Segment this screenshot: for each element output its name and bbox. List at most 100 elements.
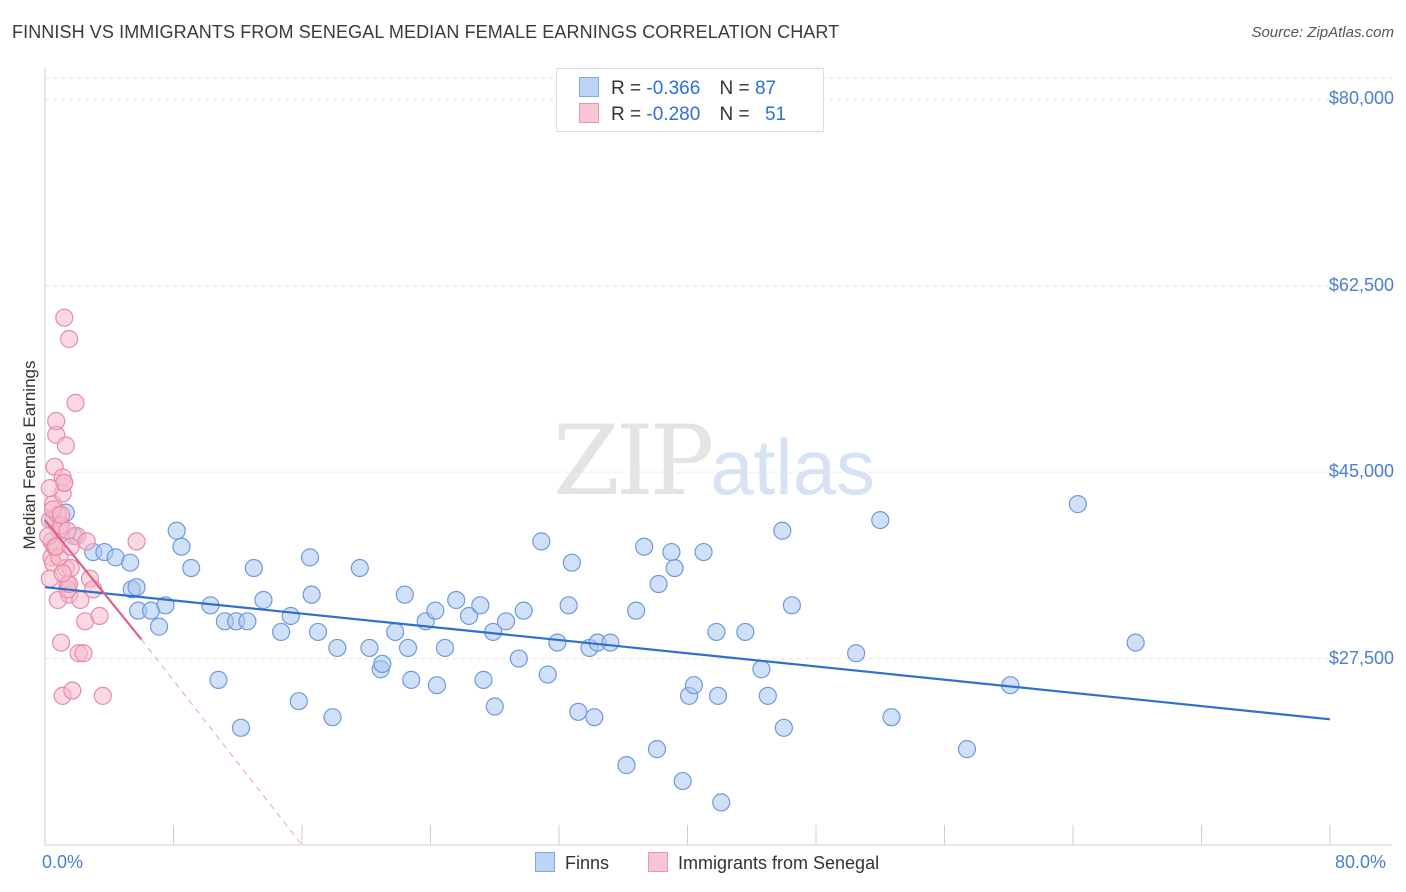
finns-point bbox=[172, 537, 191, 556]
finns-point bbox=[426, 601, 445, 620]
chart-title: FINNISH VS IMMIGRANTS FROM SENEGAL MEDIA… bbox=[12, 22, 840, 42]
bottom-finns-swatch bbox=[535, 852, 555, 872]
finns-point bbox=[758, 686, 777, 705]
finns-points bbox=[43, 495, 1145, 812]
finns-point bbox=[496, 612, 516, 631]
senegal-point bbox=[90, 606, 109, 626]
finns-point bbox=[957, 740, 977, 759]
senegal-trend-line bbox=[44, 519, 143, 641]
senegal-point bbox=[84, 580, 103, 599]
senegal-point bbox=[93, 686, 112, 705]
finns-point bbox=[548, 633, 567, 652]
finns-point bbox=[773, 521, 792, 540]
finns-point bbox=[167, 521, 186, 540]
senegal-n-label: N = bbox=[719, 104, 750, 125]
bottom-legend-senegal: Immigrants from Senegal bbox=[648, 852, 879, 874]
senegal-point bbox=[51, 505, 71, 524]
legend-row-senegal: R = -0.280 N = 51 bbox=[579, 103, 786, 127]
senegal-point bbox=[61, 537, 80, 556]
finns-point bbox=[736, 622, 755, 642]
senegal-n-value: 51 bbox=[764, 104, 787, 125]
finns-point bbox=[774, 718, 793, 737]
senegal-point bbox=[53, 564, 72, 583]
senegal-point bbox=[77, 532, 96, 551]
senegal-point bbox=[55, 308, 74, 327]
finns-point bbox=[1126, 633, 1145, 652]
finns-point bbox=[635, 537, 654, 556]
finns-point bbox=[712, 793, 731, 812]
finns-trend-line bbox=[44, 586, 1331, 721]
senegal-point bbox=[59, 329, 79, 349]
finns-point bbox=[386, 622, 405, 642]
bottom-senegal-label: Immigrants from Senegal bbox=[678, 853, 880, 873]
senegal-point bbox=[47, 411, 66, 431]
finns-point bbox=[254, 590, 273, 610]
stats-legend: R = -0.366 N = 87 R = -0.280 N = 51 bbox=[556, 68, 824, 132]
y-tick-label: $62,500 bbox=[1328, 274, 1394, 295]
finns-n-label: N = bbox=[719, 78, 750, 99]
finns-point bbox=[752, 660, 771, 679]
senegal-point bbox=[63, 681, 82, 700]
finns-point bbox=[121, 553, 140, 572]
y-tick-label: $27,500 bbox=[1328, 647, 1394, 668]
finns-point bbox=[708, 686, 728, 705]
finns-point bbox=[662, 542, 681, 562]
finns-point bbox=[882, 708, 901, 727]
finns-point bbox=[427, 676, 447, 695]
finns-point bbox=[149, 617, 169, 636]
watermark: ZIPatlas bbox=[553, 405, 875, 517]
y-axis-label: Median Female Earnings bbox=[20, 360, 39, 550]
finns-point bbox=[871, 510, 890, 530]
finns-point bbox=[300, 548, 320, 567]
finns-point bbox=[350, 558, 369, 578]
senegal-swatch bbox=[579, 103, 599, 123]
finns-point bbox=[281, 606, 300, 626]
senegal-point bbox=[40, 479, 59, 498]
senegal-point bbox=[51, 633, 71, 652]
finns-point bbox=[782, 596, 802, 615]
finns-point bbox=[238, 612, 257, 631]
axes bbox=[44, 68, 1392, 846]
finns-point bbox=[272, 622, 291, 642]
finns-point bbox=[673, 771, 692, 791]
finns-point bbox=[302, 585, 321, 604]
finns-point bbox=[308, 622, 328, 642]
bottom-senegal-swatch bbox=[648, 852, 668, 872]
finns-point bbox=[562, 553, 581, 572]
senegal-r-value: -0.280 bbox=[646, 104, 701, 125]
finns-point bbox=[182, 558, 201, 578]
finns-point bbox=[127, 578, 146, 597]
finns-point bbox=[707, 622, 726, 642]
senegal-point bbox=[56, 436, 75, 455]
finns-point bbox=[694, 542, 713, 562]
watermark-zip: ZIP bbox=[553, 405, 714, 517]
finns-point bbox=[398, 638, 418, 658]
finns-point bbox=[373, 654, 392, 674]
senegal-point bbox=[127, 532, 146, 551]
x-tick-max: 80.0% bbox=[1335, 852, 1387, 872]
finns-point bbox=[601, 633, 620, 652]
finns-point bbox=[1068, 495, 1087, 514]
trend-lines bbox=[44, 519, 1331, 846]
finns-point bbox=[665, 558, 684, 578]
finns-swatch bbox=[579, 77, 599, 97]
finns-n-value: 87 bbox=[754, 78, 777, 99]
finns-point bbox=[684, 676, 704, 695]
finns-point bbox=[647, 740, 667, 759]
finns-r-label: R = bbox=[611, 78, 642, 99]
finns-point bbox=[569, 702, 588, 721]
finns-point bbox=[244, 558, 263, 578]
finns-r-value: -0.366 bbox=[646, 78, 701, 99]
legend-row-finns: R = -0.366 N = 87 bbox=[579, 77, 776, 101]
finns-point bbox=[231, 718, 251, 737]
finns-point bbox=[847, 644, 866, 663]
finns-point bbox=[649, 574, 668, 594]
senegal-point bbox=[58, 521, 77, 540]
source-label: Source: ZipAtlas.com bbox=[1251, 24, 1394, 41]
finns-point bbox=[559, 596, 578, 615]
finns-point bbox=[514, 601, 533, 620]
bottom-legend-finns: Finns bbox=[535, 852, 609, 874]
senegal-point bbox=[74, 644, 93, 663]
finns-point bbox=[328, 638, 347, 658]
senegal-trend-extension bbox=[140, 639, 303, 846]
